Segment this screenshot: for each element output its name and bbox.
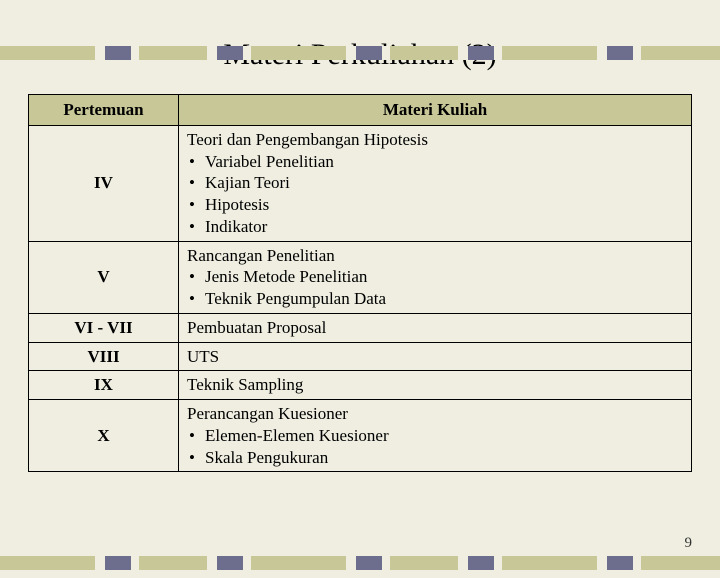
band-segment [356,46,382,60]
band-segment [390,556,458,570]
materi-bullet-item: Teknik Pengumpulan Data [205,288,683,310]
band-segment [217,556,243,570]
band-segment [251,46,346,60]
table-row: VIII UTS [29,342,692,371]
materi-bullet-item: Elemen-Elemen Kuesioner [205,425,683,447]
materi-bullets: Elemen-Elemen KuesionerSkala Pengukuran [187,425,683,469]
band-segment [607,46,633,60]
band-segment [139,556,207,570]
band-segment [131,556,139,570]
materi-title: Teknik Sampling [187,374,683,396]
band-segment [468,46,494,60]
band-segment [356,556,382,570]
cell-materi: Pembuatan Proposal [179,313,692,342]
band-segment [458,46,468,60]
band-segment [251,556,346,570]
band-segment [382,46,390,60]
decorative-band-top [0,46,720,60]
band-segment [641,556,720,570]
band-segment [0,46,95,60]
band-segment [390,46,458,60]
materi-title: Pembuatan Proposal [187,317,683,339]
materi-bullet-item: Kajian Teori [205,172,683,194]
band-segment [207,46,217,60]
band-segment [243,556,251,570]
table-row: IX Teknik Sampling [29,371,692,400]
materi-bullets: Variabel PenelitianKajian TeoriHipotesis… [187,151,683,238]
materi-bullet-item: Variabel Penelitian [205,151,683,173]
cell-materi: UTS [179,342,692,371]
band-segment [139,46,207,60]
band-segment [346,46,356,60]
page-number: 9 [685,535,693,552]
materi-bullets: Jenis Metode PenelitianTeknik Pengumpula… [187,266,683,310]
band-segment [597,556,607,570]
band-segment [95,46,105,60]
band-segment [633,556,641,570]
band-segment [607,556,633,570]
cell-materi: Rancangan PenelitianJenis Metode Penelit… [179,241,692,313]
materi-title: Rancangan Penelitian [187,245,683,267]
table-row: VI - VII Pembuatan Proposal [29,313,692,342]
band-segment [95,556,105,570]
band-segment [458,556,468,570]
materi-title: Perancangan Kuesioner [187,403,683,425]
cell-pertemuan: VI - VII [29,313,179,342]
materi-bullet-item: Jenis Metode Penelitian [205,266,683,288]
band-segment [633,46,641,60]
course-table: Pertemuan Materi Kuliah IVTeori dan Peng… [28,94,692,472]
materi-bullet-item: Hipotesis [205,194,683,216]
header-pertemuan: Pertemuan [29,95,179,126]
table-row: IVTeori dan Pengembangan HipotesisVariab… [29,125,692,241]
band-segment [382,556,390,570]
band-segment [494,556,502,570]
band-segment [0,556,95,570]
band-segment [502,46,597,60]
table-row: VRancangan PenelitianJenis Metode Peneli… [29,241,692,313]
table-body: IVTeori dan Pengembangan HipotesisVariab… [29,125,692,472]
cell-materi: Teori dan Pengembangan HipotesisVariabel… [179,125,692,241]
materi-title: UTS [187,346,683,368]
cell-pertemuan: V [29,241,179,313]
band-segment [105,46,131,60]
band-segment [217,46,243,60]
band-segment [346,556,356,570]
materi-bullet-item: Skala Pengukuran [205,447,683,469]
table-row: XPerancangan KuesionerElemen-Elemen Kues… [29,400,692,472]
band-segment [641,46,720,60]
header-materi: Materi Kuliah [179,95,692,126]
cell-pertemuan: IV [29,125,179,241]
band-segment [597,46,607,60]
cell-pertemuan: IX [29,371,179,400]
table-header-row: Pertemuan Materi Kuliah [29,95,692,126]
cell-pertemuan: X [29,400,179,472]
band-segment [131,46,139,60]
decorative-band-bottom [0,556,720,570]
cell-pertemuan: VIII [29,342,179,371]
course-table-container: Pertemuan Materi Kuliah IVTeori dan Peng… [28,94,692,472]
band-segment [502,556,597,570]
band-segment [243,46,251,60]
band-segment [494,46,502,60]
cell-materi: Perancangan KuesionerElemen-Elemen Kuesi… [179,400,692,472]
materi-title: Teori dan Pengembangan Hipotesis [187,129,683,151]
band-segment [105,556,131,570]
band-segment [468,556,494,570]
materi-bullet-item: Indikator [205,216,683,238]
band-segment [207,556,217,570]
cell-materi: Teknik Sampling [179,371,692,400]
